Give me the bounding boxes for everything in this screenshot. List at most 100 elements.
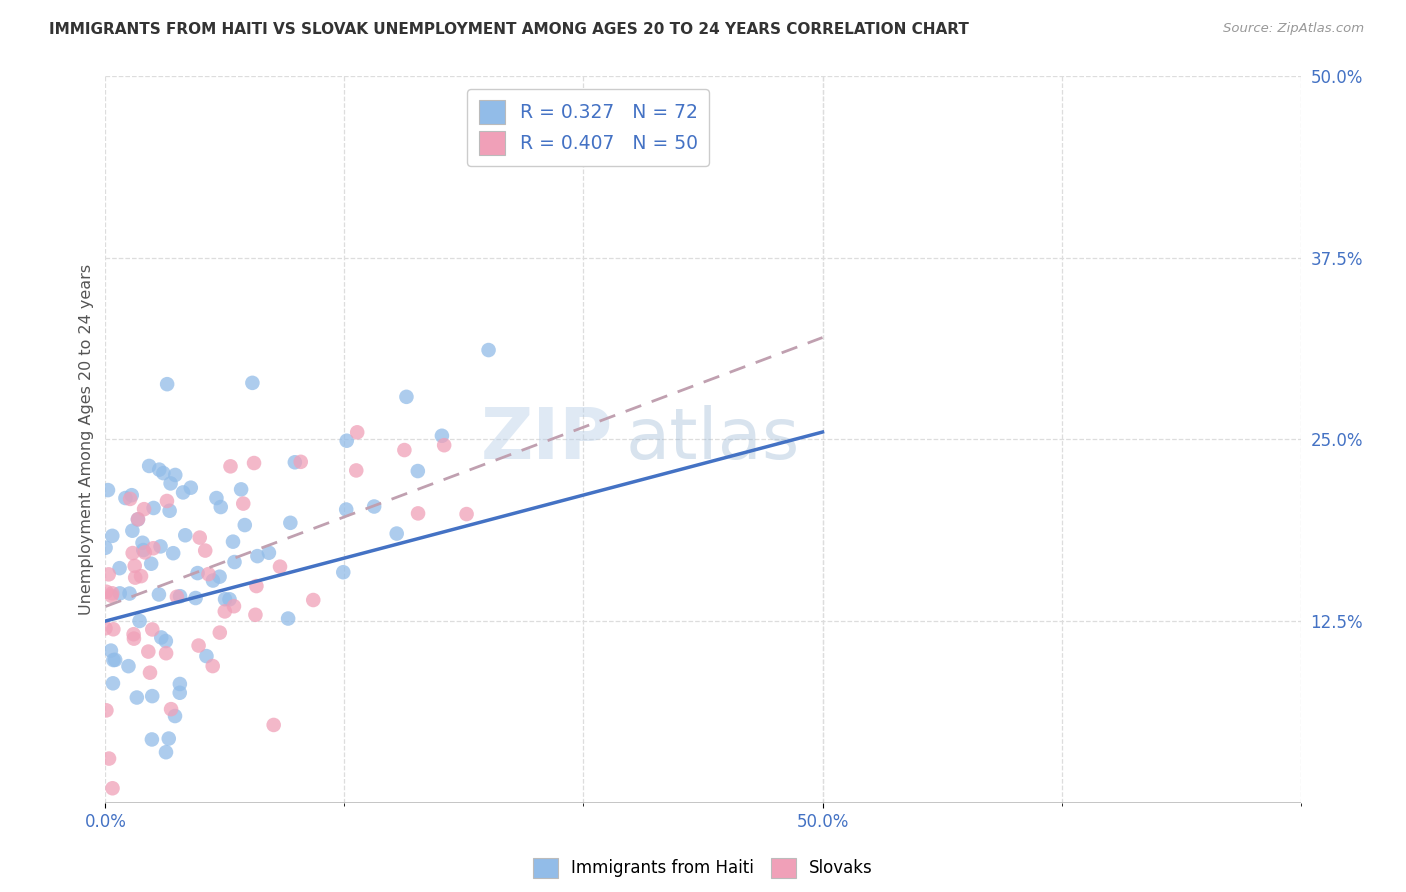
Point: [156, 377, 179, 392]
Point: [184, 591, 207, 605]
Point: [165, 467, 187, 482]
Point: [148, 587, 170, 601]
Point: [233, 518, 256, 533]
Point: [187, 639, 209, 653]
Point: [134, 545, 156, 559]
Point: [477, 343, 499, 357]
Point: [131, 535, 153, 549]
Point: [103, 653, 125, 667]
Point: [132, 543, 155, 558]
Point: [117, 659, 139, 673]
Point: [125, 690, 148, 705]
Point: [141, 732, 163, 747]
Point: [142, 541, 165, 556]
Point: [101, 586, 124, 600]
Point: [159, 476, 181, 491]
Point: [141, 557, 163, 571]
Point: [169, 686, 191, 700]
Point: [172, 485, 194, 500]
Point: [242, 376, 264, 390]
Point: [195, 649, 218, 664]
Point: [406, 464, 429, 478]
Point: [280, 516, 302, 530]
Point: [163, 709, 186, 723]
Point: [96, 584, 118, 599]
Legend: Immigrants from Haiti, Slovaks: Immigrants from Haiti, Slovaks: [526, 851, 880, 885]
Point: [395, 390, 418, 404]
Point: [155, 745, 177, 759]
Point: [127, 512, 149, 526]
Point: [108, 586, 131, 600]
Point: [108, 561, 131, 575]
Point: [284, 455, 307, 469]
Point: [141, 623, 163, 637]
Point: [194, 543, 217, 558]
Point: [157, 731, 180, 746]
Point: [169, 677, 191, 691]
Point: [94, 621, 117, 635]
Y-axis label: Unemployment Among Ages 20 to 24 years: Unemployment Among Ages 20 to 24 years: [79, 264, 94, 615]
Point: [103, 622, 125, 636]
Point: [214, 604, 236, 618]
Point: [302, 593, 325, 607]
Point: [169, 589, 191, 603]
Point: [188, 531, 211, 545]
Text: ZIP: ZIP: [481, 405, 613, 474]
Point: [166, 590, 188, 604]
Point: [121, 546, 143, 560]
Point: [224, 555, 246, 569]
Point: [229, 483, 252, 497]
Point: [187, 566, 209, 580]
Point: [197, 567, 219, 582]
Point: [159, 504, 181, 518]
Point: [128, 614, 150, 628]
Point: [214, 592, 236, 607]
Point: [104, 653, 127, 667]
Point: [127, 512, 149, 526]
Point: [406, 507, 429, 521]
Point: [100, 589, 122, 603]
Point: [245, 579, 267, 593]
Point: [335, 502, 357, 516]
Point: [98, 751, 121, 765]
Point: [246, 549, 269, 563]
Point: [142, 500, 165, 515]
Point: [180, 481, 202, 495]
Point: [257, 546, 280, 560]
Point: [129, 569, 152, 583]
Point: [269, 559, 291, 574]
Point: [124, 558, 146, 573]
Point: [100, 643, 122, 657]
Point: [222, 599, 245, 614]
Point: [152, 466, 174, 480]
Point: [114, 491, 136, 505]
Point: [122, 632, 145, 646]
Point: [160, 702, 183, 716]
Point: [120, 491, 142, 506]
Point: [456, 507, 478, 521]
Point: [385, 526, 408, 541]
Point: [139, 665, 162, 680]
Point: [277, 611, 299, 625]
Point: [344, 463, 367, 477]
Point: [101, 529, 124, 543]
Point: [201, 659, 224, 673]
Point: [243, 456, 266, 470]
Point: [97, 567, 120, 582]
Point: [138, 458, 160, 473]
Point: [433, 438, 456, 452]
Point: [208, 625, 231, 640]
Point: [97, 483, 120, 497]
Point: [209, 500, 232, 514]
Point: [155, 646, 177, 660]
Point: [150, 631, 173, 645]
Point: [232, 497, 254, 511]
Point: [394, 443, 416, 458]
Point: [156, 494, 179, 508]
Point: [174, 528, 197, 542]
Point: [290, 455, 312, 469]
Point: [121, 488, 143, 502]
Point: [162, 546, 184, 560]
Text: atlas: atlas: [626, 405, 800, 474]
Point: [346, 425, 368, 440]
